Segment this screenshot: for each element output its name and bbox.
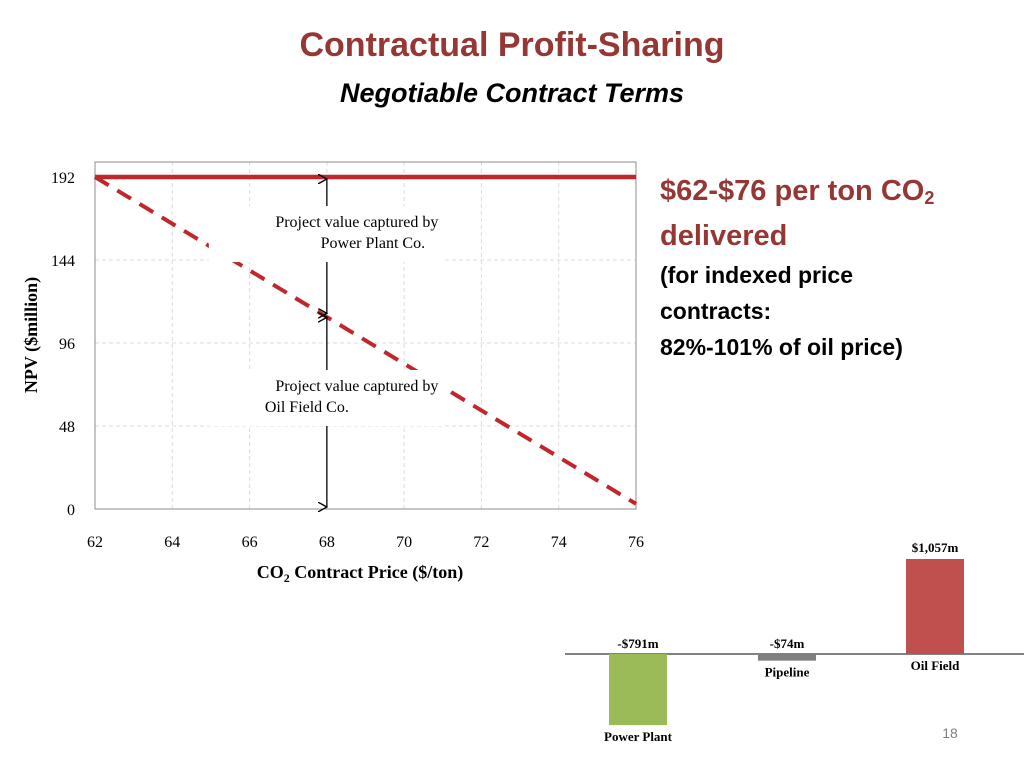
x-tick-label: 68 (319, 534, 335, 551)
price-range-headline: $62-$76 per ton CO2 delivered (660, 175, 935, 252)
y-tick-label: 144 (51, 253, 75, 270)
page-number: 18 (942, 725, 958, 741)
slide-subtitle: Negotiable Contract Terms (339, 78, 685, 108)
bar-power-plant (609, 654, 667, 726)
price-range-callout: $62-$76 per ton CO2 delivered (for indexe… (660, 172, 1010, 365)
bar-pipeline (758, 654, 816, 661)
x-axis-label: CO2 Contract Price ($/ton) (257, 562, 463, 585)
annotation-text-line2: Power Plant Co. (321, 235, 425, 252)
series-line-dashed (93, 175, 638, 506)
x-tick-label: 64 (164, 534, 180, 551)
plot-area-border (94, 161, 637, 510)
x-tick-label: 76 (628, 534, 644, 551)
y-tick-label: 96 (59, 336, 75, 353)
x-tick-label: 70 (396, 534, 412, 551)
slide-title: Contractual Profit-Sharing (299, 26, 725, 64)
annotation-text-line2: Oil Field Co. (265, 399, 349, 416)
bar-category-label: Oil Field (911, 658, 961, 673)
y-tick-label: 192 (51, 170, 75, 187)
bar-value-label: -$74m (770, 636, 805, 651)
bar-value-label: $1,057m (912, 540, 959, 555)
x-tick-label: 62 (87, 534, 103, 551)
annotation-box (208, 370, 445, 426)
bar-category-label: Pipeline (765, 665, 810, 680)
annotation-box (208, 206, 445, 262)
x-tick-label: 74 (551, 534, 567, 551)
x-tick-label: 66 (242, 534, 258, 551)
annotation-power-plant: Project value captured by Power Plant Co. (208, 179, 445, 313)
annotation-oil-field: Project value captured by Oil Field Co. (208, 317, 445, 507)
bar-oil-field (906, 559, 964, 654)
bar-category-label: Power Plant (604, 729, 673, 744)
bar-value-label: -$791m (617, 636, 658, 651)
x-tick-label: 72 (473, 534, 489, 551)
indexed-price-note: (for indexed price contracts: 82%-101% of … (660, 262, 903, 360)
annotation-text-line1: Project value captured by (275, 214, 438, 231)
y-axis-label: NPV ($million) (21, 277, 42, 393)
annotation-text-line1: Project value captured by (275, 378, 438, 395)
y-tick-label: 0 (67, 502, 75, 519)
y-tick-label: 48 (59, 419, 75, 436)
